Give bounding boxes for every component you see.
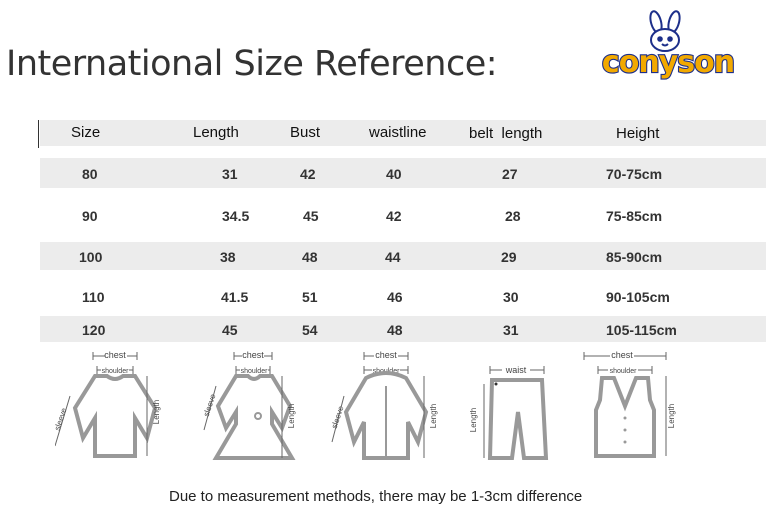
table-cell: 45 <box>222 322 238 338</box>
shoulder-label: shoulder <box>241 368 269 375</box>
header-belt-length: belt length <box>469 125 543 142</box>
chest-label: chest <box>611 350 633 360</box>
chest-label: chest <box>104 350 126 360</box>
table-cell: 80 <box>82 166 98 182</box>
table-cell: 51 <box>302 289 318 305</box>
row-band <box>40 316 766 342</box>
length-label: Length <box>287 404 296 428</box>
waist-label: waist <box>505 365 527 375</box>
vest-diagram: chest shoulder Length <box>583 349 676 458</box>
brand-wordmark: conyson <box>602 45 734 80</box>
table-cell: 29 <box>501 249 517 265</box>
chest-label: chest <box>375 350 397 360</box>
header-band <box>40 120 766 146</box>
dress-diagram: chest shoulder Length sleeve <box>202 349 296 460</box>
header-size: Size <box>71 124 101 141</box>
row-band <box>40 242 766 270</box>
table-cell: 100 <box>79 249 103 265</box>
header-height: Height <box>616 125 660 142</box>
table-cell: 48 <box>302 249 318 265</box>
jacket-diagram: chest shoulder Length sleeve <box>330 349 438 460</box>
table-cell: 46 <box>387 289 403 305</box>
header-length: Length <box>193 124 239 141</box>
length-label: Length <box>152 400 161 424</box>
brand-logo: conyson <box>601 10 736 81</box>
header-waistline: waistline <box>369 124 427 141</box>
table-cell: 44 <box>385 249 401 265</box>
table-cell: 90-105cm <box>606 289 670 305</box>
table-cell: 42 <box>300 166 316 182</box>
pants-diagram: waist Length <box>469 363 549 460</box>
measurement-note: Due to measurement methods, there may be… <box>169 488 583 505</box>
table-edge <box>38 120 39 148</box>
table-cell: 85-90cm <box>606 249 663 265</box>
chest-label: chest <box>242 350 264 360</box>
sleeve-label: sleeve <box>55 406 69 431</box>
table-cell: 70-75cm <box>606 166 663 182</box>
table-cell: 48 <box>387 322 403 338</box>
length-label: Length <box>429 404 438 428</box>
shoulder-label: shoulder <box>102 368 130 375</box>
shoulder-label: shoulder <box>610 368 638 375</box>
table-cell: 41.5 <box>221 289 249 305</box>
table-cell: 110 <box>82 289 105 305</box>
length-label: Length <box>667 404 676 428</box>
table-cell: 42 <box>386 208 402 224</box>
table-cell: 34.5 <box>222 208 250 224</box>
table-cell: 45 <box>303 208 319 224</box>
length-label: Length <box>469 408 478 432</box>
table-cell: 28 <box>505 208 521 224</box>
table-cell: 75-85cm <box>606 208 663 224</box>
table-cell: 30 <box>503 289 519 305</box>
table-cell: 38 <box>220 249 236 265</box>
table-cell: 31 <box>222 166 238 182</box>
table-cell: 90 <box>82 208 98 224</box>
header-bust: Bust <box>290 124 321 141</box>
table-cell: 120 <box>82 322 106 338</box>
bunny-icon <box>649 10 681 52</box>
sweatshirt-diagram: chest shoulder Length sleeve <box>55 349 161 458</box>
table-cell: 40 <box>386 166 402 182</box>
page-title: International Size Reference: <box>6 44 498 84</box>
table-cell: 31 <box>503 322 519 338</box>
row-band <box>40 158 766 188</box>
table-cell: 54 <box>302 322 318 338</box>
sleeve-label: sleeve <box>202 392 218 417</box>
table-cell: 105-115cm <box>606 322 677 338</box>
table-cell: 27 <box>502 166 518 182</box>
sleeve-label: sleeve <box>330 404 346 429</box>
